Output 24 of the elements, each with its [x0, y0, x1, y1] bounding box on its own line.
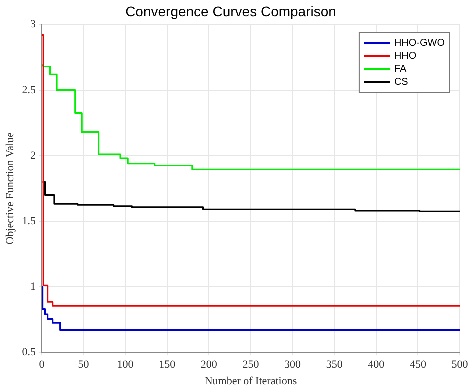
y-tick-label: 2.5: [22, 84, 36, 96]
y-tick-label: 2: [30, 150, 36, 162]
legend-label: CS: [394, 77, 409, 88]
x-tick-label: 400: [368, 359, 386, 372]
x-tick-label: 50: [78, 359, 90, 372]
y-axis-title: Objective Function Value: [4, 132, 16, 245]
x-tick-label: 300: [284, 359, 302, 372]
chart-title: Convergence Curves Comparison: [126, 3, 336, 20]
legend-label: FA: [394, 64, 408, 76]
x-tick-label: 200: [200, 359, 218, 372]
x-axis-title: Number of Iterations: [204, 375, 298, 388]
x-tick-label: 450: [410, 359, 427, 372]
x-tick-label: 150: [159, 359, 176, 372]
y-tick-label: 0.5: [22, 346, 36, 358]
x-tick-label: 350: [326, 359, 344, 372]
x-tick-label: 100: [117, 359, 134, 372]
legend-label: HHO: [394, 51, 417, 62]
y-tick-label: 1.5: [22, 215, 36, 228]
x-tick-label: 250: [242, 359, 260, 372]
x-tick-label: 0: [39, 359, 46, 372]
x-tick-label: 500: [452, 359, 469, 372]
y-tick-label: 3: [30, 18, 36, 31]
legend-label: HHO-GWO: [394, 38, 446, 50]
y-tick-label: 1: [30, 280, 36, 293]
